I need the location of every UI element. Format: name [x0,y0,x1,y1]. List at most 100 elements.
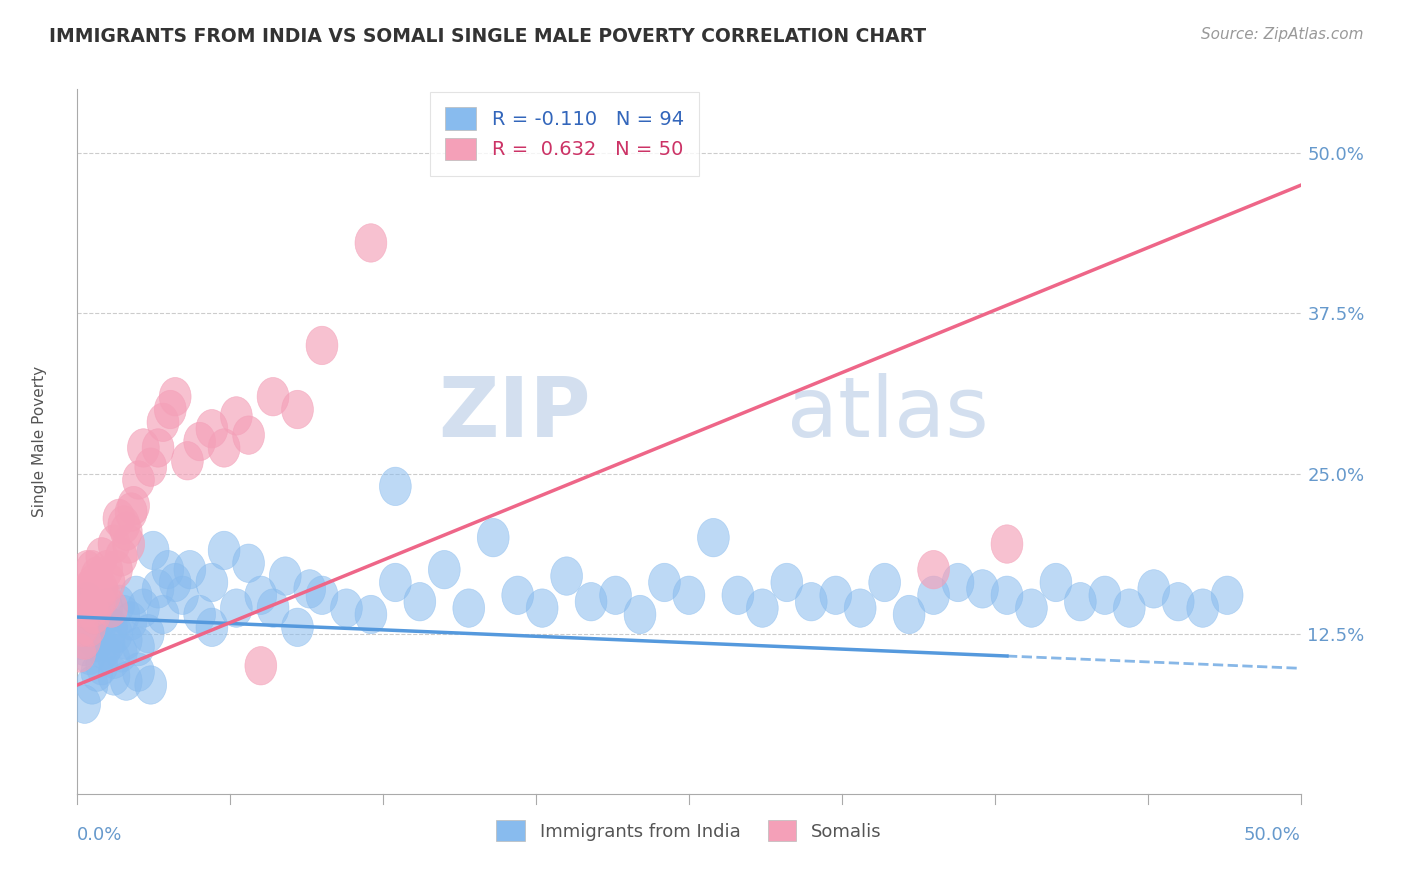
Ellipse shape [673,576,704,615]
Ellipse shape [108,506,139,544]
Ellipse shape [93,624,125,662]
Ellipse shape [257,377,290,416]
Ellipse shape [195,409,228,448]
Ellipse shape [172,442,204,480]
Ellipse shape [122,653,155,691]
Ellipse shape [76,550,108,589]
Ellipse shape [232,544,264,582]
Ellipse shape [128,429,159,467]
Ellipse shape [1211,576,1243,615]
Ellipse shape [115,492,148,532]
Ellipse shape [118,486,149,524]
Ellipse shape [86,598,118,636]
Ellipse shape [245,647,277,685]
Ellipse shape [89,576,120,615]
Ellipse shape [966,570,998,608]
Ellipse shape [575,582,607,621]
Ellipse shape [76,618,108,657]
Ellipse shape [69,627,101,665]
Ellipse shape [796,582,827,621]
Ellipse shape [221,589,252,627]
Text: Source: ZipAtlas.com: Source: ZipAtlas.com [1201,27,1364,42]
Ellipse shape [86,538,118,576]
Ellipse shape [142,570,174,608]
Ellipse shape [354,595,387,633]
Ellipse shape [232,416,264,454]
Ellipse shape [76,589,108,627]
Ellipse shape [142,429,174,467]
Ellipse shape [380,467,412,506]
Ellipse shape [330,589,363,627]
Ellipse shape [195,563,228,602]
Legend: Immigrants from India, Somalis: Immigrants from India, Somalis [489,813,889,848]
Ellipse shape [380,563,412,602]
Ellipse shape [148,403,179,442]
Ellipse shape [477,518,509,557]
Ellipse shape [257,589,290,627]
Text: 0.0%: 0.0% [77,826,122,844]
Ellipse shape [942,563,974,602]
Text: Single Male Poverty: Single Male Poverty [32,366,46,517]
Ellipse shape [208,532,240,570]
Ellipse shape [526,589,558,627]
Ellipse shape [98,524,129,563]
Ellipse shape [138,532,169,570]
Ellipse shape [122,461,155,500]
Ellipse shape [73,608,105,647]
Ellipse shape [697,518,730,557]
Ellipse shape [245,576,277,615]
Ellipse shape [89,632,120,670]
Ellipse shape [79,595,110,633]
Text: ZIP: ZIP [439,373,591,454]
Ellipse shape [844,589,876,627]
Ellipse shape [66,589,98,627]
Ellipse shape [159,377,191,416]
Ellipse shape [453,589,485,627]
Ellipse shape [128,589,159,627]
Ellipse shape [1040,563,1071,602]
Ellipse shape [270,557,301,595]
Ellipse shape [93,563,125,602]
Ellipse shape [96,589,128,627]
Ellipse shape [167,576,198,615]
Text: 50.0%: 50.0% [1244,826,1301,844]
Ellipse shape [66,576,98,615]
Ellipse shape [159,563,191,602]
Ellipse shape [148,595,179,633]
Ellipse shape [918,550,949,589]
Ellipse shape [72,615,103,653]
Ellipse shape [1163,582,1194,621]
Ellipse shape [135,665,167,704]
Ellipse shape [86,570,118,608]
Ellipse shape [869,563,901,602]
Ellipse shape [221,397,252,435]
Ellipse shape [135,448,167,486]
Ellipse shape [502,576,534,615]
Ellipse shape [551,557,582,595]
Ellipse shape [307,326,337,365]
Text: atlas: atlas [787,373,988,454]
Ellipse shape [918,576,949,615]
Ellipse shape [101,550,132,589]
Ellipse shape [110,621,142,659]
Ellipse shape [208,429,240,467]
Ellipse shape [73,636,105,674]
Ellipse shape [1114,589,1146,627]
Ellipse shape [893,595,925,633]
Ellipse shape [110,662,142,700]
Ellipse shape [281,608,314,647]
Ellipse shape [184,595,215,633]
Ellipse shape [69,685,101,723]
Ellipse shape [72,576,103,615]
Ellipse shape [1064,582,1097,621]
Ellipse shape [105,633,138,673]
Ellipse shape [648,563,681,602]
Ellipse shape [354,224,387,262]
Ellipse shape [122,627,155,665]
Ellipse shape [66,608,98,647]
Ellipse shape [69,598,101,636]
Ellipse shape [105,538,138,576]
Ellipse shape [83,582,115,621]
Ellipse shape [72,582,103,621]
Ellipse shape [103,585,135,624]
